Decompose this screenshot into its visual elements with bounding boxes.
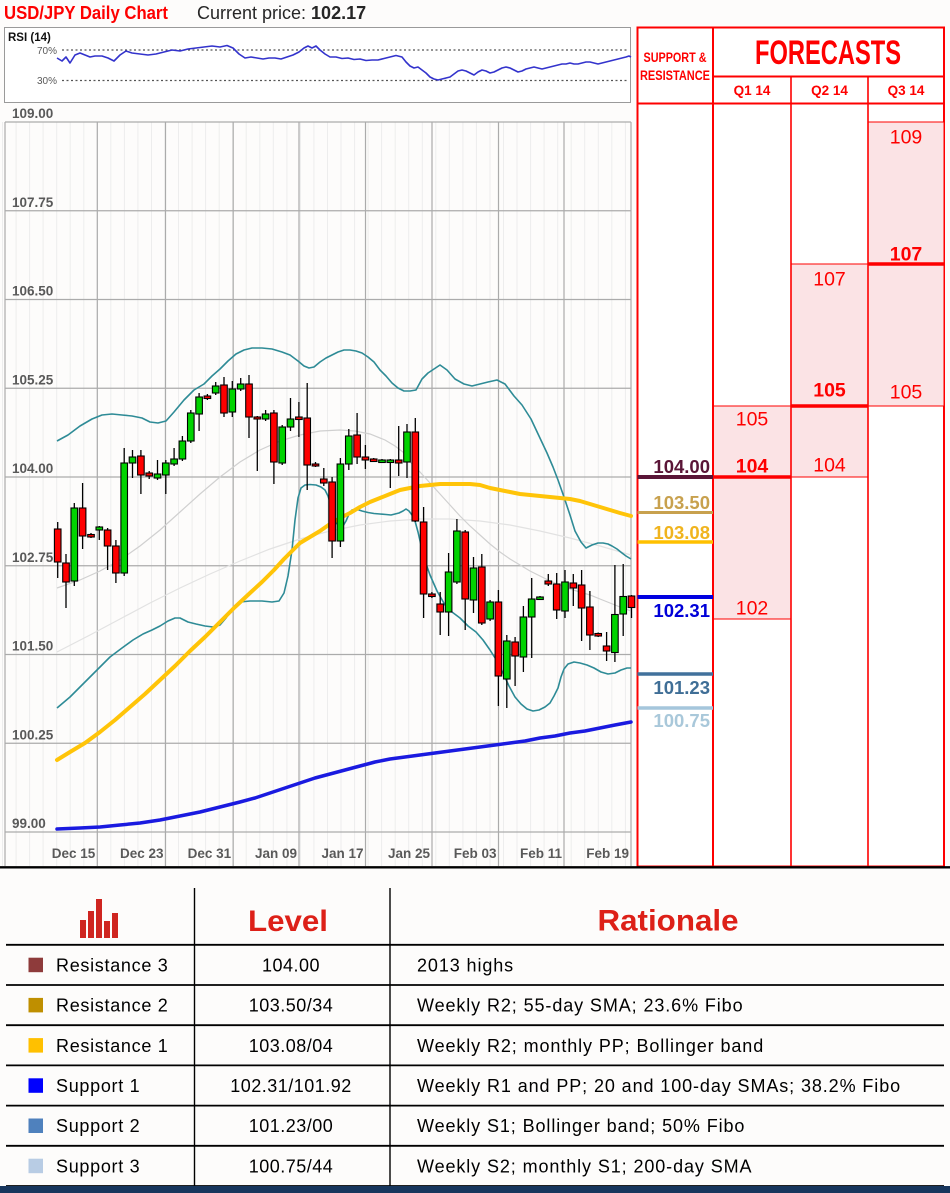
svg-text:2013 highs: 2013 highs xyxy=(417,955,514,975)
svg-text:102: 102 xyxy=(736,598,769,620)
svg-text:102.75: 102.75 xyxy=(12,550,54,565)
svg-text:104.00: 104.00 xyxy=(12,461,53,476)
svg-text:102.31: 102.31 xyxy=(653,600,710,621)
svg-text:Feb 03: Feb 03 xyxy=(454,846,497,861)
svg-text:105.25: 105.25 xyxy=(12,372,54,387)
svg-text:FORECASTS: FORECASTS xyxy=(755,34,901,72)
svg-text:Support 1: Support 1 xyxy=(56,1076,140,1096)
svg-text:Dec 15: Dec 15 xyxy=(52,846,96,861)
svg-text:101.23/00: 101.23/00 xyxy=(249,1116,334,1136)
svg-text:Rationale: Rationale xyxy=(598,905,739,938)
svg-text:102.31/101.92: 102.31/101.92 xyxy=(230,1076,352,1096)
svg-text:Jan 25: Jan 25 xyxy=(388,846,431,861)
svg-text:Level: Level xyxy=(248,905,328,938)
svg-text:100.75: 100.75 xyxy=(653,710,710,731)
svg-text:103.08: 103.08 xyxy=(653,522,710,543)
svg-text:105: 105 xyxy=(736,409,769,431)
svg-text:103.08/04: 103.08/04 xyxy=(249,1036,334,1056)
svg-text:Support 2: Support 2 xyxy=(56,1116,140,1136)
svg-text:Resistance 1: Resistance 1 xyxy=(56,1036,168,1056)
svg-text:Dec 23: Dec 23 xyxy=(120,846,164,861)
svg-text:Support 3: Support 3 xyxy=(56,1156,140,1176)
svg-text:SUPPORT &: SUPPORT & xyxy=(644,50,707,65)
svg-text:Weekly R1 and PP; 20 and 100-d: Weekly R1 and PP; 20 and 100-day SMAs; 3… xyxy=(417,1076,901,1096)
svg-text:104.00: 104.00 xyxy=(262,955,320,975)
svg-text:Jan 17: Jan 17 xyxy=(321,846,363,861)
svg-text:106.50: 106.50 xyxy=(12,284,53,299)
svg-text:Q2 14: Q2 14 xyxy=(811,83,848,98)
svg-text:USD/JPY Daily Chart: USD/JPY Daily Chart xyxy=(4,2,168,23)
svg-text:107.75: 107.75 xyxy=(12,195,54,210)
svg-text:105: 105 xyxy=(813,380,846,402)
svg-text:104: 104 xyxy=(813,455,846,477)
svg-text:109: 109 xyxy=(890,127,923,149)
svg-text:Weekly R2; monthly PP; Bolling: Weekly R2; monthly PP; Bollinger band xyxy=(417,1036,764,1056)
svg-text:RESISTANCE: RESISTANCE xyxy=(640,68,710,83)
svg-text:Weekly S1; Bollinger band; 50%: Weekly S1; Bollinger band; 50% Fibo xyxy=(417,1116,745,1136)
svg-text:107: 107 xyxy=(890,244,923,266)
svg-text:101.23: 101.23 xyxy=(653,677,710,698)
svg-text:Q3 14: Q3 14 xyxy=(888,83,925,98)
svg-text:99.00: 99.00 xyxy=(12,816,46,831)
svg-text:103.50: 103.50 xyxy=(653,492,710,513)
svg-text:Dec 31: Dec 31 xyxy=(188,846,232,861)
svg-text:100.75/44: 100.75/44 xyxy=(249,1156,334,1176)
svg-text:Feb 19: Feb 19 xyxy=(586,846,629,861)
svg-text:105: 105 xyxy=(890,382,923,404)
svg-text:104: 104 xyxy=(736,456,769,478)
svg-text:100.25: 100.25 xyxy=(12,727,54,742)
svg-text:Resistance 3: Resistance 3 xyxy=(56,955,168,975)
svg-text:Jan 09: Jan 09 xyxy=(255,846,297,861)
svg-text:Resistance 2: Resistance 2 xyxy=(56,996,168,1016)
svg-text:Weekly S2; monthly S1; 200-day: Weekly S2; monthly S1; 200-day SMA xyxy=(417,1156,752,1176)
svg-text:Feb 11: Feb 11 xyxy=(520,846,563,861)
svg-text:Current price: 102.17: Current price: 102.17 xyxy=(197,3,366,23)
svg-text:109.00: 109.00 xyxy=(12,106,53,121)
svg-text:104.00: 104.00 xyxy=(653,456,710,477)
svg-text:70%: 70% xyxy=(37,46,57,57)
svg-text:Weekly R2; 55-day SMA; 23.6% F: Weekly R2; 55-day SMA; 23.6% Fibo xyxy=(417,996,744,1016)
svg-text:103.50/34: 103.50/34 xyxy=(249,996,334,1016)
svg-text:RSI (14): RSI (14) xyxy=(8,32,51,44)
svg-text:107: 107 xyxy=(813,269,846,291)
svg-text:30%: 30% xyxy=(37,76,57,87)
svg-text:101.50: 101.50 xyxy=(12,639,53,654)
svg-text:Q1 14: Q1 14 xyxy=(734,83,771,98)
